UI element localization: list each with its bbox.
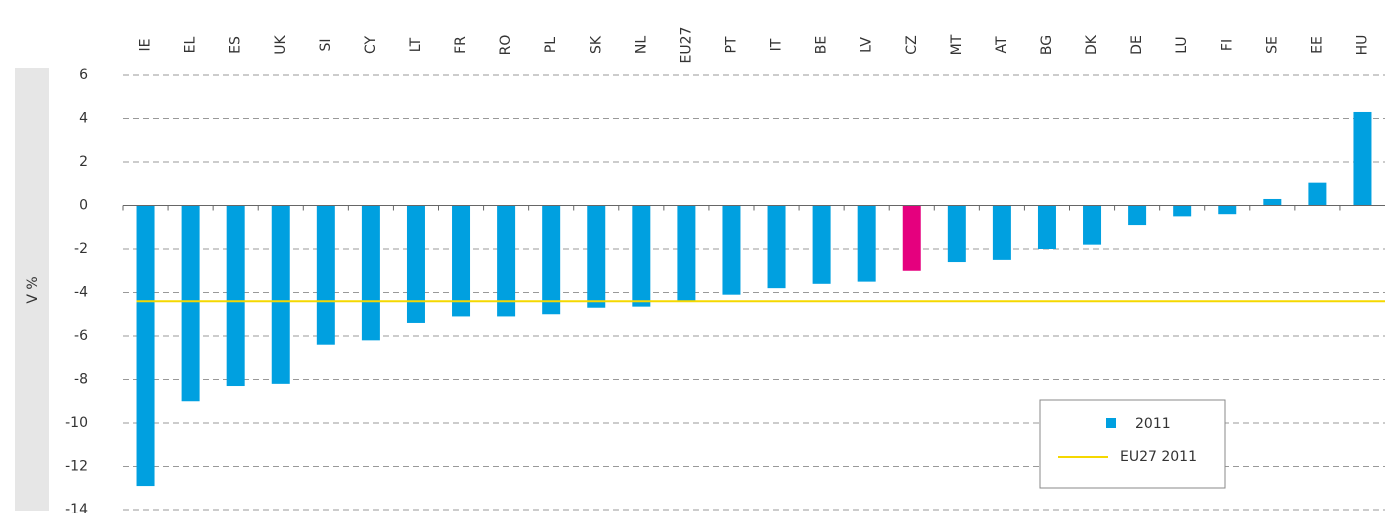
y-tick-label: -8 [74,372,88,388]
bar [722,205,741,295]
x-tick-label: AT [994,36,1010,53]
x-tick-label: UK [273,34,289,54]
bar [812,205,831,284]
y-tick-label: 0 [79,198,88,214]
bar [587,205,606,308]
bar [947,205,966,263]
y-tick-label: -2 [74,241,88,257]
bar [1083,205,1102,245]
bar [542,205,561,315]
legend-swatch [1106,418,1116,428]
bar [632,205,651,307]
y-tick-label: -12 [65,459,88,475]
x-tick-label: FR [453,36,469,54]
x-tick-label: LT [408,37,424,52]
bar [136,205,155,487]
x-tick-label: EL [183,36,199,53]
bar [316,205,335,345]
bar [1353,111,1372,206]
x-tick-label: EU27 [678,27,694,64]
bar [677,205,696,302]
bar [452,205,471,317]
x-tick-label: HU [1354,35,1370,56]
x-tick-label: BG [1039,35,1055,55]
bar [1308,182,1327,206]
bar [857,205,876,282]
x-tick-label: FI [1219,39,1235,51]
bar [1263,198,1282,206]
x-tick-label: MT [949,34,965,55]
x-tick-label: LV [859,37,875,53]
y-label-band [15,68,49,511]
x-tick-label: RO [498,35,514,56]
x-tick-label: DK [1084,34,1100,55]
y-axis-label: V % [25,276,41,303]
bar [226,205,245,387]
y-tick-label: 4 [79,111,88,127]
bar [406,205,425,323]
y-tick-label: -4 [74,285,88,301]
bar [1173,205,1192,217]
y-tick-label: -10 [65,415,88,431]
x-tick-label: EE [1309,36,1325,54]
bar [1218,205,1237,215]
x-tick-label: PT [723,36,739,53]
legend-box [1039,399,1226,489]
bar [181,205,200,402]
y-tick-label: -14 [65,502,88,513]
x-tick-label: NL [633,36,649,54]
bar [271,205,290,384]
x-tick-label: SE [1264,36,1280,54]
x-tick-label: CZ [904,35,920,54]
x-tick-label: SK [588,35,604,54]
x-tick-label: BE [814,36,830,54]
y-tick-label: -6 [74,328,88,344]
x-tick-label: LU [1174,36,1190,53]
y-tick-label: 2 [79,154,88,170]
x-tick-label: IT [769,38,785,51]
x-tick-label: PL [543,37,559,53]
bar [992,205,1011,260]
x-tick-label: DE [1129,35,1145,55]
legend-label: 2011 [1135,416,1171,432]
x-tick-label: CY [363,36,379,55]
bar [902,205,921,271]
bar [767,205,786,289]
x-tick-label: ES [228,36,244,54]
bar [1037,205,1056,249]
x-tick-label: SI [318,38,334,51]
x-tick-label: IE [138,39,154,52]
y-tick-label: 6 [79,67,88,83]
legend-label: EU27 2011 [1120,449,1197,465]
bar [361,205,380,341]
bar [1128,205,1147,226]
bar [497,205,516,317]
